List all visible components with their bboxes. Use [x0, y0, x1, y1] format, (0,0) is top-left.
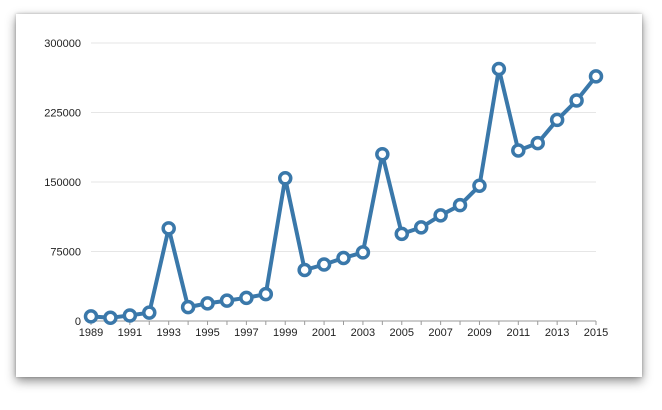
data-point [452, 197, 468, 213]
x-tick-label: 2007 [428, 327, 452, 339]
data-point [297, 262, 312, 278]
data-point [569, 93, 584, 108]
data-point [375, 146, 390, 162]
data-point [433, 208, 448, 223]
x-tick-label: 2005 [390, 327, 414, 339]
y-tick-label: 300000 [44, 38, 81, 50]
data-point [83, 309, 99, 324]
data-point [530, 135, 545, 151]
data-point [413, 220, 429, 235]
chart-card: 0 75000 150000 225000 300000 1989 1991 1993 199… [16, 14, 642, 377]
x-tick-label: 2001 [312, 327, 336, 339]
x-axis-ticks: 1989 1991 1993 1995 1997 1999 2001 2003 2005 2007… [79, 327, 608, 339]
x-tick-label: 1999 [273, 327, 297, 339]
data-point [180, 299, 196, 315]
data-point [277, 171, 293, 186]
x-tick-label: 2013 [545, 327, 569, 339]
data-point [103, 310, 118, 326]
data-point [316, 257, 332, 272]
series-line [89, 66, 598, 320]
data-point [491, 61, 507, 77]
x-tick-label: 1993 [156, 327, 180, 339]
data-point [472, 178, 487, 193]
x-tick-label: 2015 [584, 327, 608, 339]
x-tick-label: 2011 [506, 327, 530, 339]
data-point [588, 69, 604, 84]
x-tick-label: 1991 [118, 327, 142, 339]
data-point [161, 221, 176, 236]
data-point [549, 112, 565, 128]
data-point [394, 226, 410, 242]
y-tick-label: 225000 [44, 108, 81, 120]
y-tick-label: 0 [75, 316, 81, 328]
data-point [142, 305, 157, 320]
x-tick-label: 1997 [234, 327, 258, 339]
y-tick-label: 150000 [44, 177, 81, 189]
data-point [355, 245, 371, 260]
y-tick-label: 75000 [50, 247, 81, 259]
data-point [258, 286, 274, 302]
x-tick-label: 1995 [195, 327, 219, 339]
data-point [239, 290, 254, 306]
data-point [219, 293, 235, 308]
data-point [511, 143, 526, 158]
data-point [336, 250, 351, 266]
x-tick-label: 1989 [79, 327, 103, 339]
x-tick-label: 2009 [467, 327, 491, 339]
axes [90, 320, 597, 325]
series [83, 61, 604, 326]
data-point [200, 296, 215, 311]
x-tick-label: 2003 [351, 327, 375, 339]
y-axis-ticks: 0 75000 150000 225000 300000 [44, 38, 81, 328]
line-chart: 0 75000 150000 225000 300000 1989 1991 1993 199… [44, 38, 608, 339]
data-point [122, 308, 138, 323]
